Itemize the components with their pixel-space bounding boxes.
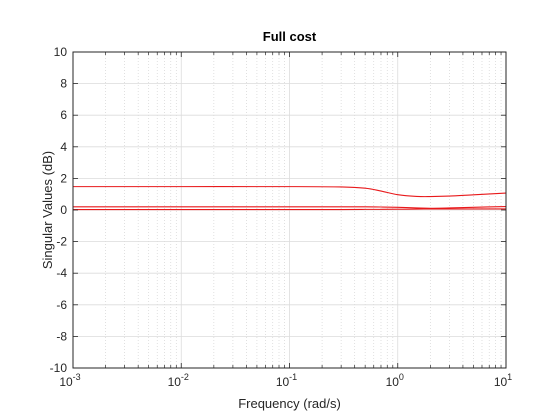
x-axis-label: Frequency (rad/s) <box>238 396 341 411</box>
x-tick-label: 10-1 <box>276 372 297 389</box>
y-tick-label: -2 <box>56 235 67 249</box>
y-tick-label: 4 <box>60 140 67 154</box>
y-tick-label: 8 <box>60 77 67 91</box>
x-tick-label: 10-2 <box>168 372 189 389</box>
y-tick-label: 10 <box>54 45 68 59</box>
y-tick-label: 0 <box>60 203 67 217</box>
y-tick-label: -10 <box>50 361 68 375</box>
y-tick-label: 2 <box>60 171 67 185</box>
tick-labels: 10-3 10-2 10-1 100 101 -10 -8 -6 -4 -2 0 2 4 6 8 10 <box>50 45 513 389</box>
y-tick-label: -6 <box>56 298 67 312</box>
y-tick-label: 6 <box>60 108 67 122</box>
tick-marks <box>72 51 507 369</box>
singular-value-line-2 <box>73 205 507 209</box>
y-tick-label: -4 <box>56 266 67 280</box>
x-tick-label: 10-3 <box>59 372 80 389</box>
x-tick-label: 101 <box>494 372 512 389</box>
chart-title: Full cost <box>263 29 317 44</box>
x-tick-label: 100 <box>386 372 404 389</box>
y-tick-label: -8 <box>56 329 67 343</box>
series-layer <box>72 186 507 211</box>
singular-value-line-3 <box>73 208 506 211</box>
singular-value-line-1 <box>72 186 507 198</box>
y-axis-label: Singular Values (dB) <box>40 151 55 269</box>
